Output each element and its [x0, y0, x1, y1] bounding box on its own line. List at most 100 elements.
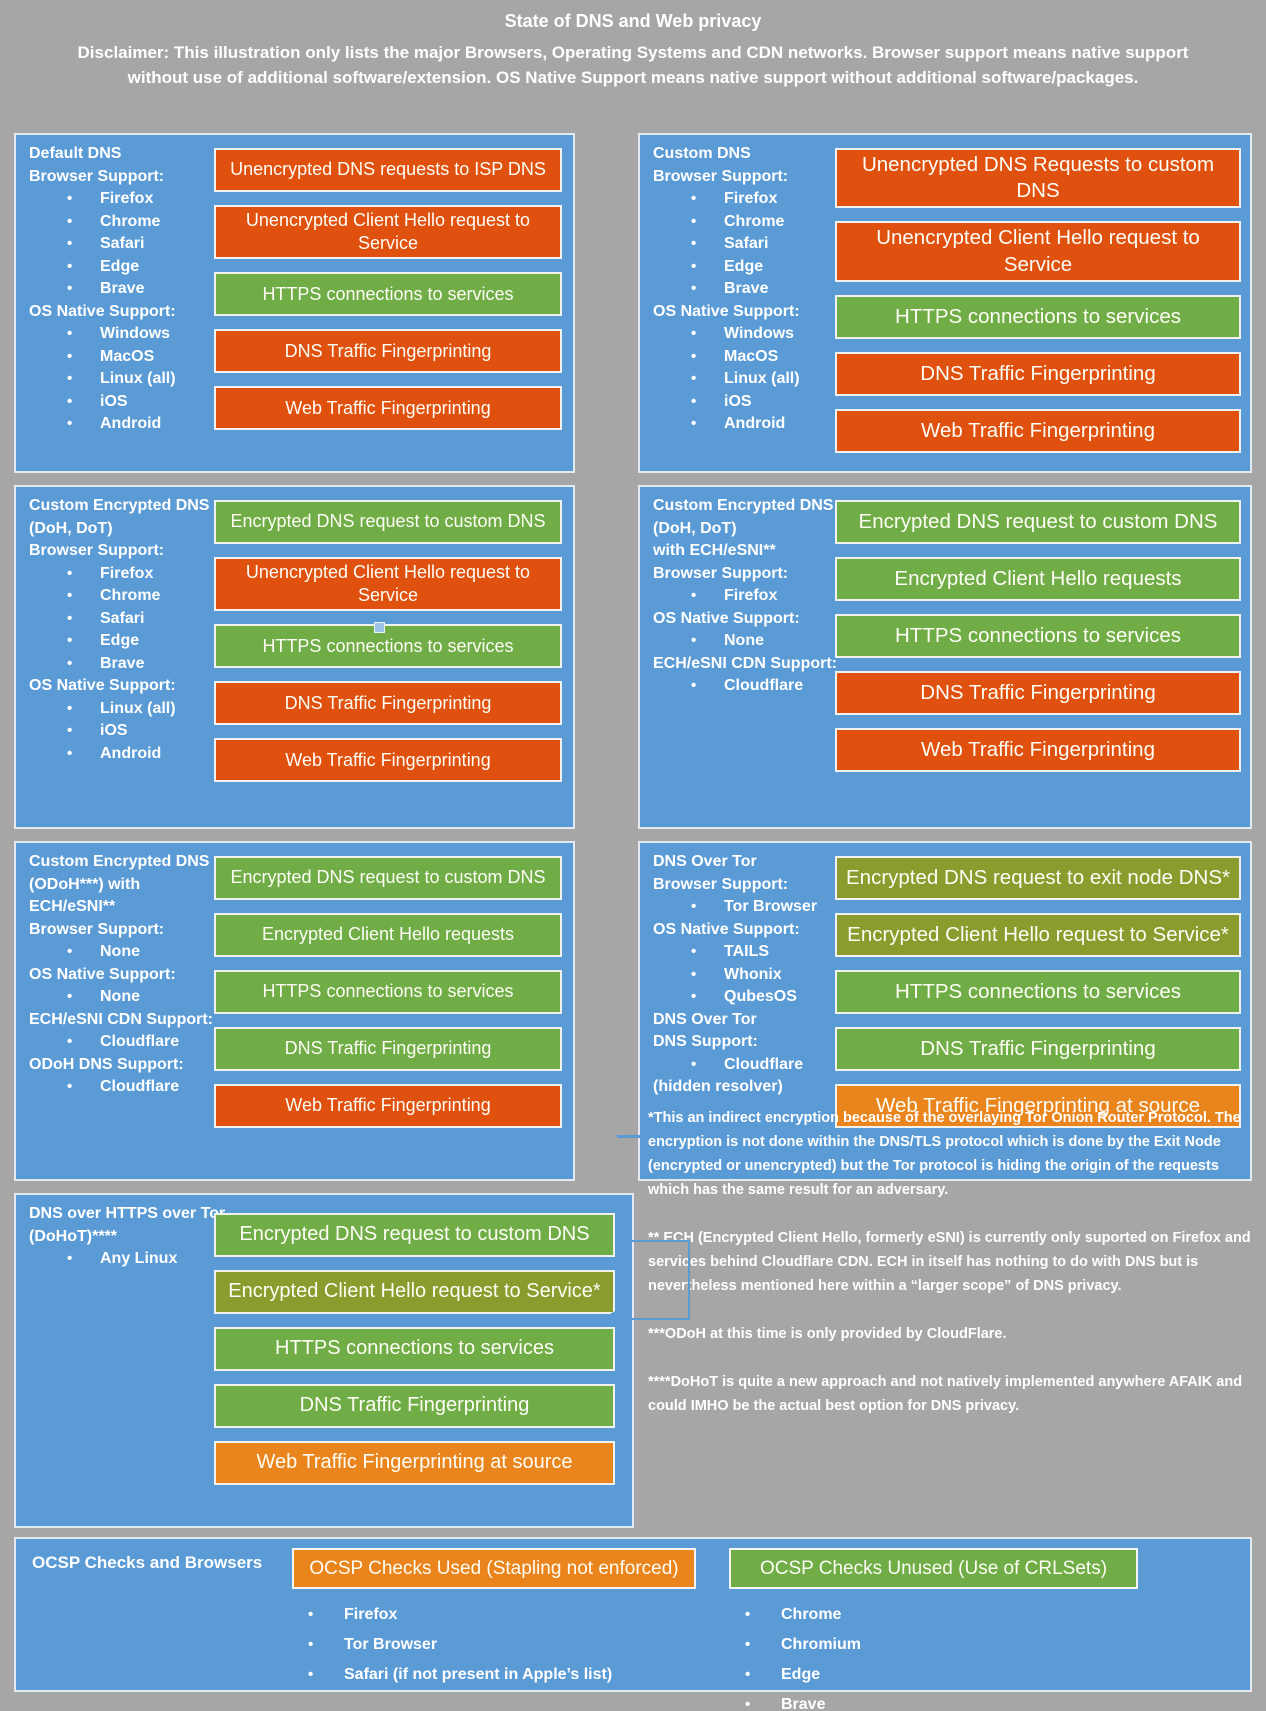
- bullet-icon: •: [691, 325, 697, 342]
- bullet-icon: •: [691, 190, 697, 207]
- support-item: • Cloudflare: [653, 675, 845, 698]
- label-text: Windows: [724, 325, 795, 342]
- label-text: (DoH, DoT): [29, 519, 113, 537]
- label-text: ODoH DNS Support:: [29, 1055, 184, 1073]
- support-heading: DNS over HTTPS over Tor: [29, 1203, 225, 1226]
- support-item: • Tor Browser: [292, 1630, 696, 1660]
- label-text: (DoH, DoT): [653, 519, 737, 537]
- label-text: ECH/eSNI CDN Support:: [29, 1010, 213, 1028]
- support-heading: Default DNS: [29, 143, 215, 166]
- support-heading: (DoH, DoT): [653, 518, 845, 541]
- label-text: Custom DNS: [653, 145, 751, 162]
- label-text: Browser Support:: [29, 542, 165, 559]
- label-text: Linux (all): [100, 370, 176, 387]
- support-item: • Brave: [729, 1690, 1138, 1711]
- support-item: • Cloudflare: [29, 1031, 215, 1054]
- label-text: iOS: [100, 722, 128, 739]
- footnotes: *This an indirect encryption because of …: [648, 1106, 1254, 1442]
- bullet-icon: •: [691, 988, 697, 1005]
- support-item: • Windows: [29, 323, 215, 346]
- bullet-icon: •: [67, 1033, 73, 1050]
- label-text: MacOS: [100, 347, 155, 365]
- support-heading: Custom Encrypted DNS: [29, 495, 215, 518]
- label-text: Chrome: [100, 587, 161, 604]
- label-text: Safari: [724, 235, 769, 252]
- support-item: • Safari: [29, 233, 215, 256]
- label-text: Browser Support:: [29, 167, 165, 185]
- status-box: HTTPS connections to services: [214, 1327, 615, 1371]
- status-box: HTTPS connections to services: [214, 272, 562, 317]
- bullet-icon: •: [67, 392, 73, 410]
- label-text: Linux (all): [724, 370, 800, 387]
- bullet-icon: •: [67, 654, 73, 672]
- bullet-icon: •: [67, 988, 73, 1005]
- support-item: • Tor Browser: [653, 896, 845, 919]
- support-heading: ODoH DNS Support:: [29, 1054, 215, 1077]
- support-item: • Chrome: [729, 1600, 1138, 1630]
- bullet-icon: •: [67, 280, 73, 297]
- bullet-icon: •: [67, 587, 73, 604]
- bullet-icon: •: [691, 257, 697, 275]
- label-text: OS Native Support:: [29, 677, 176, 694]
- page-title: State of DNS and Web privacy: [504, 11, 762, 31]
- support-heading: (hidden resolver): [653, 1076, 845, 1099]
- label-text: Brave: [724, 280, 769, 297]
- support-heading: (ODoH***) with: [29, 874, 215, 897]
- label-text: Custom Encrypted DNS: [29, 853, 210, 870]
- label-text: Firefox: [724, 190, 778, 207]
- support-item: • Cloudflare: [29, 1076, 215, 1099]
- support-item: • Android: [29, 743, 215, 766]
- support-item: • iOS: [653, 391, 845, 414]
- status-box: DNS Traffic Fingerprinting: [835, 671, 1241, 715]
- bullet-icon: •: [67, 632, 73, 649]
- label-text: iOS: [724, 392, 752, 410]
- footnote: ** ECH (Encrypted Client Hello, formerly…: [648, 1230, 1251, 1294]
- support-item: • QubesOS: [653, 986, 845, 1009]
- ocsp-unused-header: OCSP Checks Unused (Use of CRLSets): [729, 1548, 1138, 1589]
- label-text: Brave: [100, 654, 145, 672]
- bullet-icon: •: [308, 1606, 314, 1623]
- bullet-icon: •: [691, 235, 697, 252]
- status-box: Encrypted DNS request to custom DNS: [214, 856, 562, 900]
- label-text: None: [100, 988, 140, 1005]
- support-heading: OS Native Support:: [653, 608, 845, 631]
- status-box: HTTPS connections to services: [835, 970, 1241, 1014]
- status-box: Web Traffic Fingerprinting: [214, 386, 562, 431]
- status-box: DNS Traffic Fingerprinting: [214, 1384, 615, 1428]
- bullet-icon: •: [691, 370, 697, 387]
- connector-line: [617, 1135, 648, 1138]
- label-text: Cloudflare: [100, 1033, 180, 1050]
- label-text: (ODoH***) with: [29, 875, 141, 893]
- label-text: Firefox: [724, 587, 778, 604]
- support-heading: ECH/eSNI**: [29, 896, 215, 919]
- footnote: *This an indirect encryption because of …: [648, 1110, 1241, 1198]
- status-box-list: Encrypted DNS request to custom DNS Encry…: [214, 1213, 615, 1485]
- support-item: • Safari: [653, 233, 845, 256]
- support-item: • None: [29, 941, 215, 964]
- ocsp-unused-items: • Chrome • Chromium • Edge • Brave: [729, 1600, 1138, 1711]
- connector-bracket: [622, 1240, 690, 1320]
- status-box: Web Traffic Fingerprinting: [214, 1084, 562, 1128]
- bullet-icon: •: [691, 212, 697, 230]
- support-heading: ECH/eSNI CDN Support:: [653, 653, 845, 676]
- label-text: Cloudflare: [100, 1078, 180, 1095]
- support-heading: ECH/eSNI CDN Support:: [29, 1009, 215, 1032]
- support-heading: Browser Support:: [653, 166, 845, 189]
- support-item: • Chrome: [29, 585, 215, 608]
- support-item: • Android: [29, 413, 215, 436]
- status-box: DNS Traffic Fingerprinting: [835, 1027, 1241, 1071]
- support-heading: Custom DNS: [653, 143, 845, 166]
- support-item: • MacOS: [29, 346, 215, 369]
- ocsp-group-unused: OCSP Checks Unused (Use of CRLSets) • Chr…: [729, 1548, 1138, 1711]
- label-text: Chrome: [781, 1606, 842, 1623]
- label-text: iOS: [100, 392, 128, 410]
- label-text: Default DNS: [29, 145, 122, 162]
- bullet-icon: •: [67, 609, 73, 627]
- label-text: QubesOS: [724, 988, 797, 1005]
- status-box: Encrypted DNS request to custom DNS: [835, 500, 1241, 544]
- status-box-list: Encrypted DNS request to custom DNS Unenc…: [214, 500, 562, 783]
- support-label-list: Custom Encrypted DNS (DoH, DoT) with ECH/e…: [653, 495, 845, 698]
- label-text: Browser Support:: [29, 920, 165, 938]
- status-box: Encrypted Client Hello request to Servic…: [214, 1270, 615, 1314]
